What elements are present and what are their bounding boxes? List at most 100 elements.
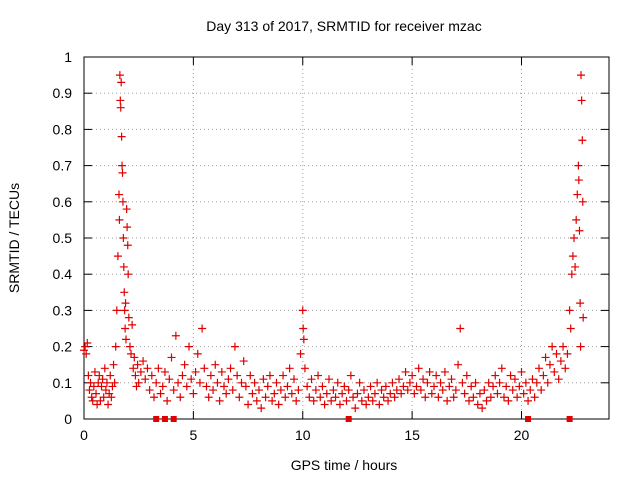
- data-point: [513, 393, 522, 402]
- x-tick-labels: 0 5 10 15 20: [80, 427, 529, 443]
- data-point: [191, 367, 200, 376]
- data-point: [552, 349, 561, 358]
- data-point: [467, 382, 476, 391]
- data-point: [209, 386, 218, 395]
- data-point: [556, 357, 565, 366]
- data-point: [147, 371, 156, 380]
- data-point: [237, 378, 246, 387]
- data-point: [550, 367, 559, 376]
- x-tick-label: 15: [404, 427, 420, 443]
- data-point: [449, 393, 458, 402]
- data-point: [200, 364, 209, 373]
- data-point: [571, 262, 580, 271]
- y-tick-label: 0.4: [53, 266, 73, 282]
- data-point: [366, 382, 375, 391]
- x-tick-label: 10: [295, 427, 311, 443]
- data-point: [174, 378, 183, 387]
- data-point: [124, 270, 133, 279]
- data-point: [528, 375, 537, 384]
- data-point: [294, 386, 303, 395]
- data-point: [570, 234, 578, 242]
- data-point: [458, 378, 467, 387]
- data-point: [167, 353, 176, 362]
- data-point: [85, 386, 94, 395]
- data-point: [368, 396, 377, 405]
- data-point: [320, 400, 329, 409]
- data-point: [136, 367, 145, 376]
- data-point: [307, 375, 316, 384]
- data-point: [119, 234, 128, 242]
- data-point: [158, 382, 167, 391]
- data-point: [202, 382, 211, 391]
- data-point: [478, 404, 487, 413]
- data-point: [360, 386, 368, 395]
- data-point: [434, 393, 443, 402]
- data-point: [239, 357, 248, 366]
- data-point: [117, 78, 126, 87]
- data-point: [548, 342, 557, 351]
- data-point: [364, 393, 373, 402]
- data-point: [268, 396, 277, 405]
- data-point: [112, 306, 121, 315]
- y-tick-label: 0.1: [53, 375, 73, 391]
- data-point: [403, 386, 412, 395]
- data-point: [362, 400, 371, 409]
- data-point: [285, 364, 294, 373]
- data-point: [115, 190, 123, 199]
- data-point: [163, 396, 172, 405]
- data-point: [506, 371, 515, 380]
- data-point: [357, 396, 366, 405]
- data-point: [471, 378, 480, 387]
- data-point: [524, 396, 533, 405]
- data-point: [193, 349, 202, 358]
- data-point: [123, 223, 132, 232]
- data-point: [169, 386, 178, 395]
- data-point: [176, 393, 185, 402]
- baseline-marker: [170, 416, 177, 422]
- y-axis-title: SRMTID / TECUs: [6, 183, 22, 293]
- data-point: [217, 367, 226, 376]
- data-point: [421, 393, 430, 402]
- data-point: [451, 386, 460, 395]
- data-point: [395, 375, 403, 384]
- data-point: [438, 386, 447, 395]
- data-point: [265, 371, 274, 380]
- data-point: [351, 404, 360, 413]
- data-point: [204, 393, 213, 402]
- data-point: [92, 389, 101, 398]
- data-point: [510, 375, 519, 384]
- data-point: [86, 378, 95, 387]
- data-point: [259, 375, 268, 384]
- data-point: [89, 382, 98, 391]
- data-point: [515, 382, 524, 391]
- data-point: [375, 400, 384, 409]
- data-point: [122, 205, 131, 214]
- data-point: [392, 386, 401, 395]
- data-point: [252, 396, 261, 405]
- data-point: [316, 393, 325, 402]
- data-point: [104, 400, 113, 409]
- data-point: [537, 386, 546, 395]
- data-point: [532, 378, 541, 387]
- data-point: [290, 375, 298, 384]
- data-point: [292, 396, 301, 405]
- data-point: [276, 386, 285, 395]
- data-point: [497, 364, 506, 373]
- y-tick-label: 1: [64, 49, 72, 65]
- data-point: [465, 396, 473, 405]
- data-point: [154, 364, 163, 373]
- data-point: [574, 176, 583, 185]
- data-point: [171, 331, 180, 340]
- y-tick-label: 0.9: [53, 85, 73, 101]
- data-point: [198, 324, 207, 333]
- data-point: [349, 393, 358, 402]
- data-point: [90, 367, 99, 376]
- data-point: [574, 161, 583, 170]
- data-point: [554, 375, 563, 384]
- data-point: [519, 389, 528, 398]
- data-point: [480, 386, 489, 395]
- data-point: [504, 396, 513, 405]
- data-point: [298, 306, 307, 315]
- y-tick-label: 0.8: [53, 121, 73, 137]
- data-point: [408, 371, 417, 380]
